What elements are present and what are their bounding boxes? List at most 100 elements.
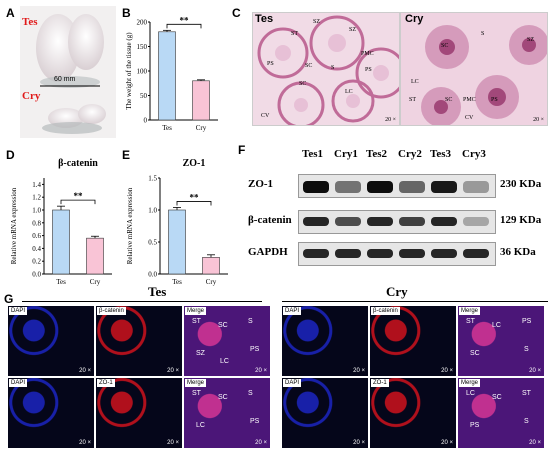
if-merge-image: Merge 20 × ST SC S PS LC <box>184 378 270 448</box>
if-stain-image: β-catenin 20 × <box>96 306 182 376</box>
chart-b: 0 50 100 150 200 The weight of the tissue (g)… <box>125 15 218 132</box>
if-structure-label: PS <box>250 346 260 353</box>
if-structure-label: LC <box>492 322 501 329</box>
y-tick-label: 150 <box>137 43 148 51</box>
panel-a-letter: A <box>6 6 15 20</box>
blot-band <box>367 181 393 193</box>
blot-band <box>399 249 425 258</box>
if-structure-label: S <box>248 390 253 397</box>
blot-band <box>463 181 489 193</box>
blot-lane-label: Tes3 <box>430 148 451 160</box>
he-cry-mark: LC <box>411 79 419 85</box>
tes-testis-left <box>36 14 80 82</box>
y-tick-label: 0.0 <box>148 271 157 279</box>
he-tes-drawing <box>257 15 399 125</box>
he-image-tes: Tes SZ ST SZ PS SC SC S PMC PS LC CV 20 … <box>252 12 400 126</box>
blot-band <box>463 249 489 258</box>
panel-c-letter: C <box>232 6 241 20</box>
x-tick-label: Tes <box>162 124 172 132</box>
significance-label: ** <box>180 15 190 25</box>
blot-strip <box>298 242 496 266</box>
if-channel-label: ZO-1 <box>97 379 115 387</box>
if-scale-label: 20 × <box>441 368 453 374</box>
y-tick-label: 0.4 <box>32 245 41 253</box>
if-channel-label: β-catenin <box>371 307 400 315</box>
blot-band <box>431 217 457 226</box>
blot-size-label: 36 KDa <box>500 246 536 258</box>
if-cry-line <box>282 301 548 302</box>
cry-testis-right <box>78 104 106 124</box>
if-structure-label: SC <box>218 394 228 401</box>
if-structure-label: LC <box>196 422 205 429</box>
he-tes-mark: PS <box>267 61 274 67</box>
he-cry-mark: SZ <box>527 37 535 43</box>
blot-lane-label: Tes1 <box>302 148 323 160</box>
if-channel-label: DAPI <box>283 307 302 315</box>
he-cry-mark: S <box>481 31 485 37</box>
if-structure-label: PS <box>522 318 532 325</box>
if-structure-label: ST <box>466 318 475 325</box>
if-dapi-image: DAPI 20 × <box>282 306 368 376</box>
he-cry-scale: 20 × <box>533 117 544 123</box>
panel-g-letter: G <box>4 292 14 306</box>
x-tick-label: Cry <box>206 278 217 286</box>
he-cry-mark: ST <box>409 97 417 103</box>
if-structure-label: PS <box>250 418 260 425</box>
he-tes-mark: ST <box>291 31 299 37</box>
he-tes-mark: LC <box>345 89 353 95</box>
if-structure-label: S <box>524 418 529 425</box>
if-cry-header: Cry <box>386 284 408 299</box>
photo-cry-label: Cry <box>22 90 41 102</box>
he-tes-scale: 20 × <box>385 117 396 123</box>
y-tick-label: 200 <box>137 19 148 27</box>
blot-band <box>367 249 393 258</box>
blot-band <box>367 217 393 226</box>
panel-b-letter: B <box>122 6 131 20</box>
if-structure-label: SC <box>492 394 502 401</box>
chart-d: β-catenin 0.0 0.2 0.4 0.6 0.8 1.0 1.2 1.4 Relativ… <box>10 158 112 286</box>
significance-bracket <box>60 199 96 205</box>
panel-e-letter: E <box>122 148 131 162</box>
if-structure-label: S <box>524 346 529 353</box>
y-tick-label: 50 <box>140 92 148 100</box>
if-scale-label: 20 × <box>79 368 91 374</box>
blot-band <box>303 181 329 193</box>
bar-cry <box>202 257 220 275</box>
blot-protein-label: ZO-1 <box>248 178 274 190</box>
if-scale-label: 20 × <box>79 440 91 446</box>
y-axis-label: Relative mRNA expression <box>10 187 18 264</box>
blot-band <box>335 249 361 258</box>
testes-photo: Tes Cry 60 mm <box>20 6 116 138</box>
if-channel-label: Merge <box>185 379 207 387</box>
he-cry-label: Cry <box>405 13 424 25</box>
he-cry-mark: PS <box>491 97 498 103</box>
blot-band <box>399 217 425 226</box>
he-tes-mark: SZ <box>349 27 357 33</box>
blot-band <box>335 181 361 193</box>
if-structure-label: SC <box>470 350 480 357</box>
x-tick-label: Tes <box>56 278 66 286</box>
he-cry-mark: SC <box>445 97 453 103</box>
if-merge-image: Merge 20 × LC SC ST S PS <box>458 378 544 448</box>
blot-band <box>303 217 329 226</box>
blot-band <box>303 249 329 258</box>
if-scale-label: 20 × <box>167 440 179 446</box>
blot-band <box>399 181 425 193</box>
testes-photo-drawing <box>36 14 106 134</box>
if-scale-label: 20 × <box>167 368 179 374</box>
bar-tes <box>168 209 186 275</box>
he-tes-mark: SZ <box>313 19 321 25</box>
he-cry-drawing <box>421 25 547 125</box>
if-channel-label: Merge <box>459 307 481 315</box>
y-tick-label: 0.8 <box>32 219 41 227</box>
significance-label: ** <box>190 192 200 202</box>
if-channel-label: β-catenin <box>97 307 126 315</box>
if-structure-label: ST <box>192 318 201 325</box>
y-tick-label: 1.4 <box>32 181 41 189</box>
if-channel-label: DAPI <box>283 379 302 387</box>
if-structure-label: SC <box>218 322 228 329</box>
if-structure-label: ST <box>192 390 201 397</box>
blot-strip <box>298 210 496 234</box>
if-scale-label: 20 × <box>255 368 267 374</box>
if-dapi-image: DAPI 20 × <box>8 378 94 448</box>
